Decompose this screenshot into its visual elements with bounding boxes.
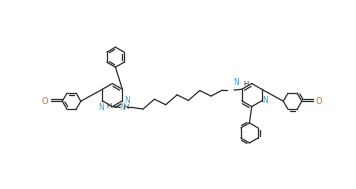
Text: H: H [106,103,111,109]
Text: O: O [316,97,323,106]
Text: N: N [99,103,104,112]
Text: H: H [243,81,248,87]
Text: N: N [262,96,268,105]
Text: N: N [234,78,240,87]
Text: O: O [42,97,48,106]
Text: N: N [120,103,125,112]
Text: N: N [125,96,130,105]
Text: H: H [124,104,129,110]
